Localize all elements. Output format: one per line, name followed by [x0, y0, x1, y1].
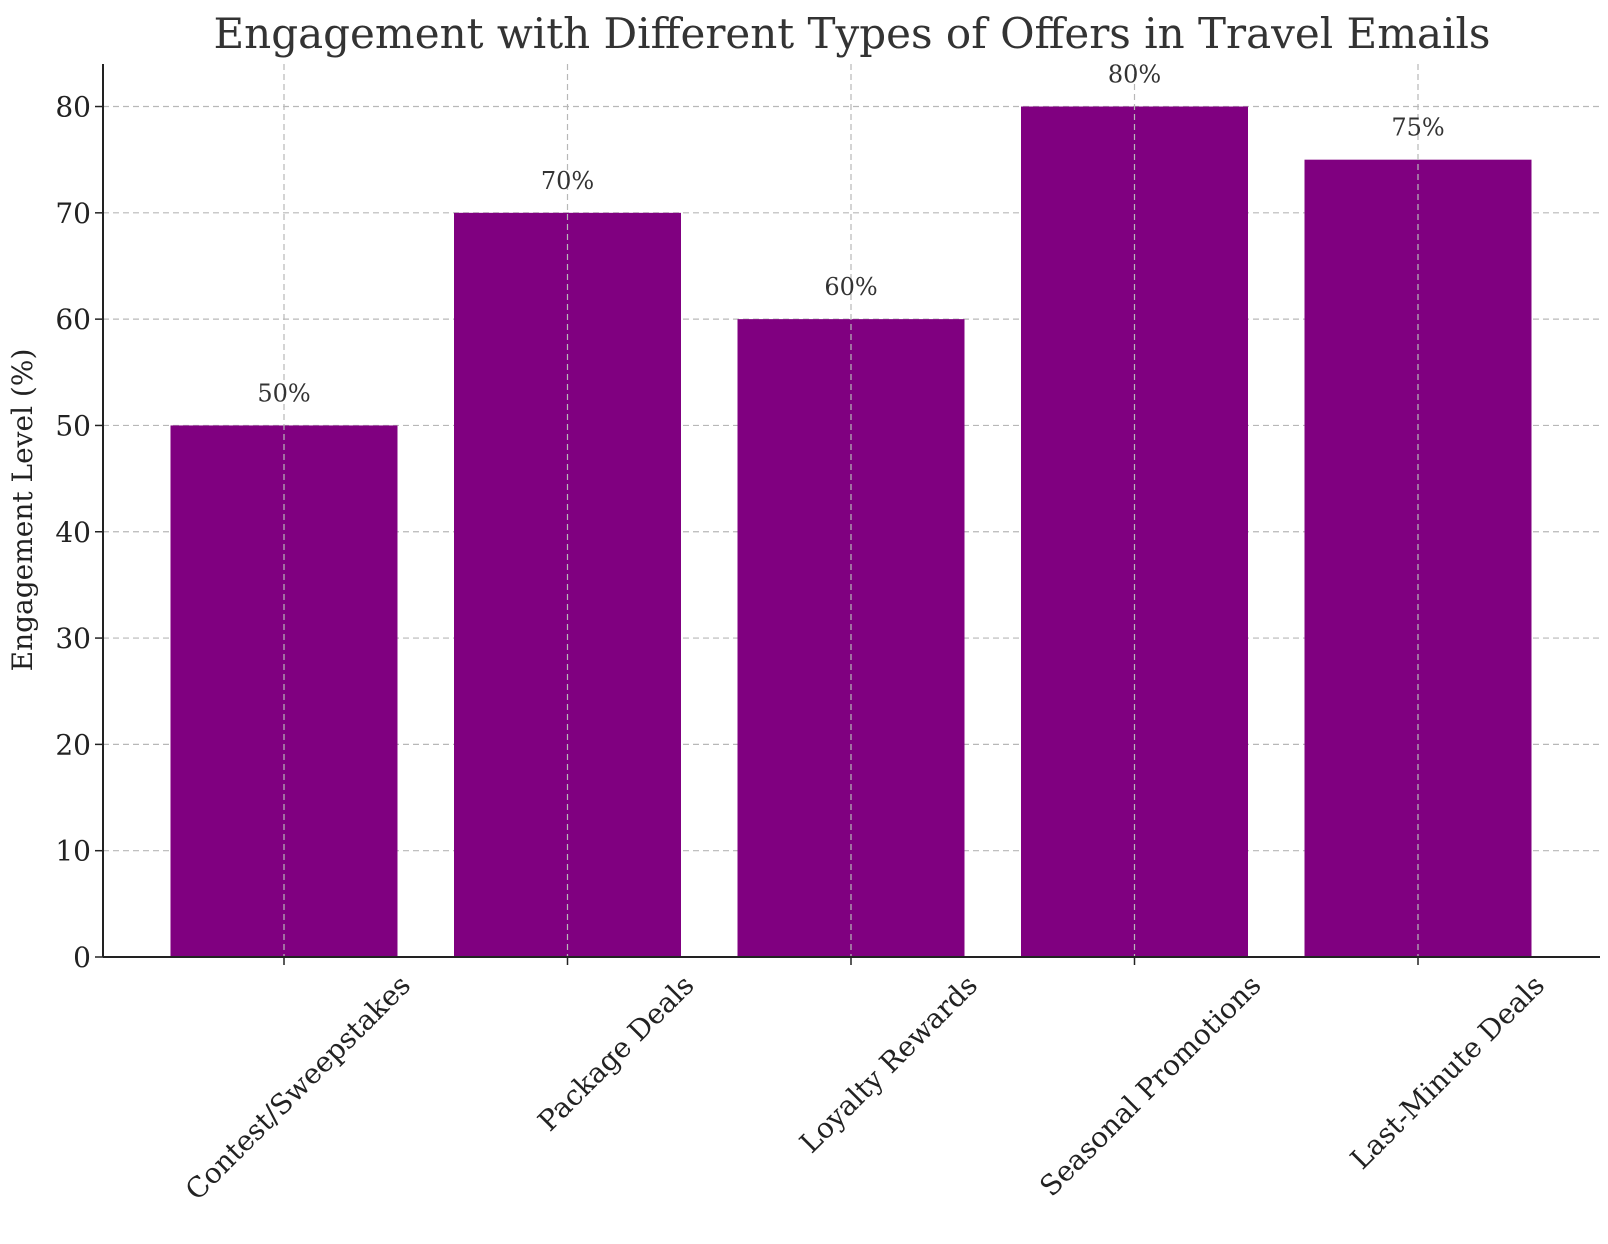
y-axis-label: Engagement Level (%): [6, 349, 39, 672]
y-tick-label: 10: [55, 835, 91, 868]
data-label: 50%: [257, 379, 310, 407]
y-tick-label: 70: [55, 197, 91, 230]
y-tick-label: 30: [55, 622, 91, 655]
data-label: 80%: [1108, 61, 1161, 89]
data-label: 75%: [1391, 114, 1444, 142]
x-tick-label: Seasonal Promotions: [1033, 969, 1267, 1203]
vertical-grid-lines: [283, 64, 1419, 957]
data-label: 70%: [541, 167, 594, 195]
y-tick-label: 50: [55, 409, 91, 442]
y-tick-label: 80: [55, 91, 91, 124]
data-labels: 50% 70% 60% 80% 75%: [257, 61, 1444, 408]
x-tick-label: Loyalty Rewards: [793, 969, 984, 1160]
y-tick-label: 60: [55, 303, 91, 336]
x-tick-label: Package Deals: [531, 969, 700, 1138]
y-tick-label: 0: [73, 941, 91, 974]
data-label: 60%: [824, 273, 877, 301]
chart-title: Engagement with Different Types of Offer…: [214, 9, 1491, 58]
x-tick-label: Contest/Sweepstakes: [179, 969, 417, 1207]
y-tick-label: 20: [55, 728, 91, 761]
x-tick-label: Last-Minute Deals: [1344, 969, 1551, 1176]
y-ticks: 0 10 20 30 40 50 60 70 80: [55, 91, 103, 974]
x-ticks: Contest/Sweepstakes Package Deals Loyalty …: [179, 957, 1551, 1207]
y-tick-label: 40: [55, 516, 91, 549]
